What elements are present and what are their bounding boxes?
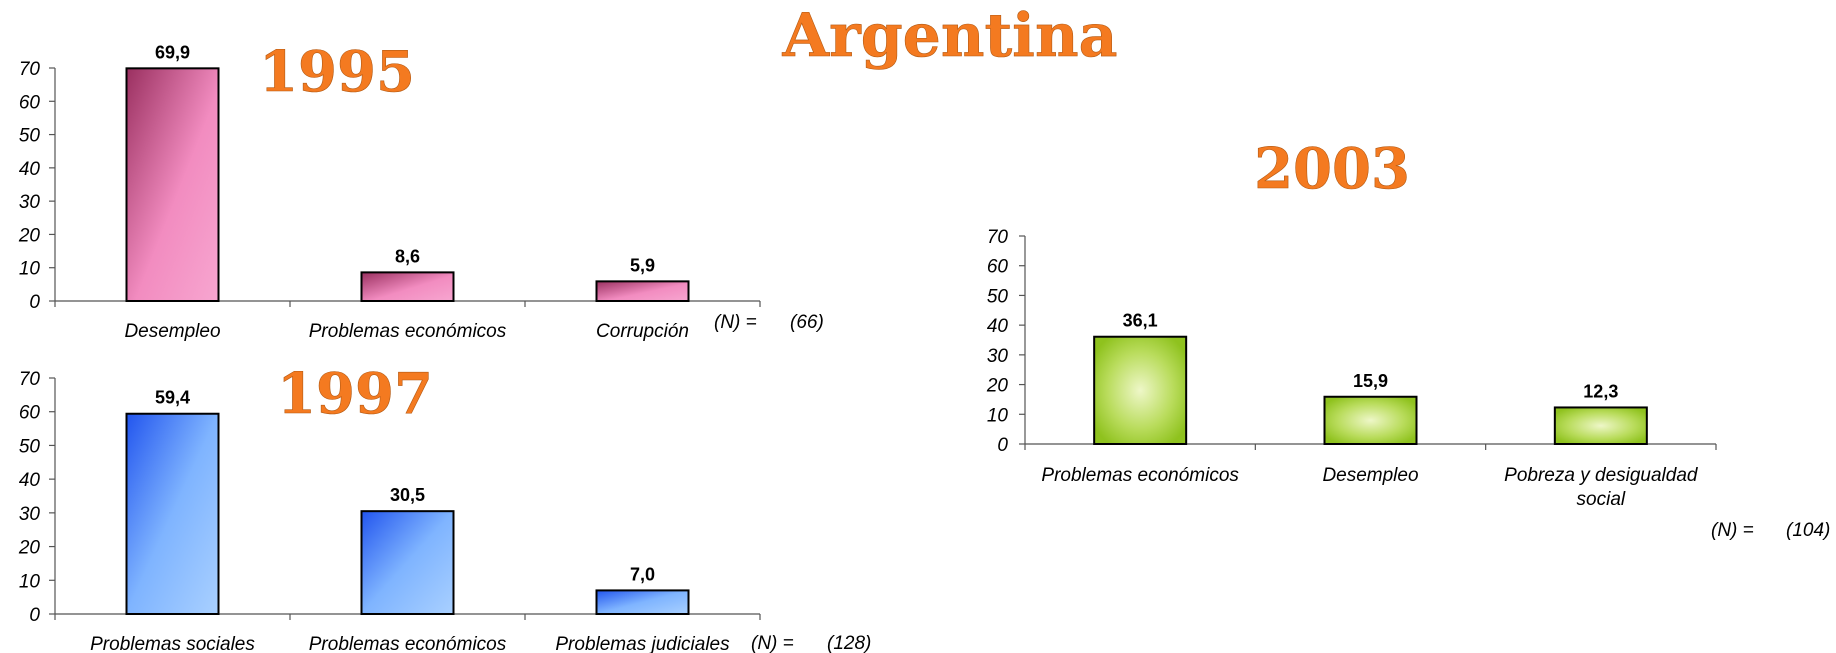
y-tick-label: 60 (19, 403, 41, 424)
x-tick-label: social (1577, 489, 1626, 510)
data-label: 69,9 (155, 42, 190, 62)
page-title: Argentina (782, 1, 1118, 71)
x-tick-label: Problemas económicos (309, 321, 507, 342)
chart-1995: 0 10 20 30 40 50 60 70 69,9 Desempleo 8,6 Problemas… (18, 42, 761, 342)
x-tick-label: Desempleo (124, 321, 220, 342)
n-value-1997: (128) (827, 633, 871, 653)
y-tick-label: 50 (19, 436, 41, 457)
y-tick-label: 20 (18, 225, 41, 246)
x-tick-label: Corrupción (596, 321, 689, 342)
n-label-1997: (N) = (751, 633, 794, 653)
y-tick-label: 60 (987, 257, 1009, 278)
data-label: 59,4 (155, 388, 190, 408)
bar (360, 510, 455, 615)
bar (360, 271, 455, 303)
y-tick-label: 10 (987, 405, 1009, 426)
x-tick-label: Problemas sociales (90, 634, 255, 653)
y-tick-label: 30 (19, 504, 41, 525)
data-label: 5,9 (630, 255, 655, 275)
y-tick-label: 10 (19, 259, 41, 280)
bar (125, 67, 220, 302)
y-tick-label: 30 (19, 192, 41, 213)
chart-title-1997: 1997 (277, 361, 433, 427)
x-tick-label: Problemas económicos (1041, 465, 1239, 486)
chart-2003: 0 10 20 30 40 50 60 70 36,1 Problemas económicos 1… (986, 227, 1717, 510)
x-tick-label: Desempleo (1322, 465, 1418, 486)
chart-title-1995: 1995 (259, 39, 415, 105)
y-tick-label: 0 (29, 292, 40, 313)
bar (125, 412, 220, 616)
data-label: 8,6 (395, 246, 420, 266)
y-tick-label: 20 (18, 538, 41, 559)
n-value-1995: (66) (790, 312, 824, 333)
data-label: 12,3 (1583, 381, 1618, 401)
n-label-2003: (N) = (1711, 520, 1754, 541)
x-tick-label: Problemas económicos (309, 634, 507, 653)
y-tick-label: 70 (19, 59, 41, 80)
y-tick-label: 40 (19, 470, 41, 491)
y-tick-label: 50 (987, 286, 1009, 307)
y-tick-label: 20 (986, 376, 1009, 397)
y-tick-label: 30 (987, 346, 1009, 367)
y-tick-label: 70 (987, 227, 1009, 248)
y-tick-label: 0 (997, 435, 1008, 456)
data-label: 7,0 (630, 564, 655, 584)
data-label: 30,5 (390, 485, 425, 505)
y-tick-label: 60 (19, 92, 41, 113)
y-tick-label: 40 (987, 316, 1009, 337)
bar (595, 280, 690, 302)
bar (1553, 406, 1648, 445)
bar (595, 589, 690, 616)
y-tick-label: 40 (19, 159, 41, 180)
bar (1093, 335, 1188, 445)
data-label: 15,9 (1353, 371, 1388, 391)
y-tick-label: 10 (19, 571, 41, 592)
bar (1323, 395, 1418, 445)
data-label: 36,1 (1123, 311, 1158, 331)
n-value-2003: (104) (1786, 520, 1830, 541)
chart-title-2003: 2003 (1254, 136, 1410, 202)
x-tick-label: Pobreza y desigualdad (1504, 465, 1699, 486)
y-tick-label: 0 (29, 605, 40, 626)
n-label-1995: (N) = (714, 312, 757, 333)
x-tick-label: Problemas judiciales (555, 634, 730, 653)
y-tick-label: 50 (19, 126, 41, 147)
chart-1997: 0 10 20 30 40 50 60 70 59,4 Problemas sociales 30,… (18, 369, 761, 653)
y-tick-label: 70 (19, 369, 41, 390)
